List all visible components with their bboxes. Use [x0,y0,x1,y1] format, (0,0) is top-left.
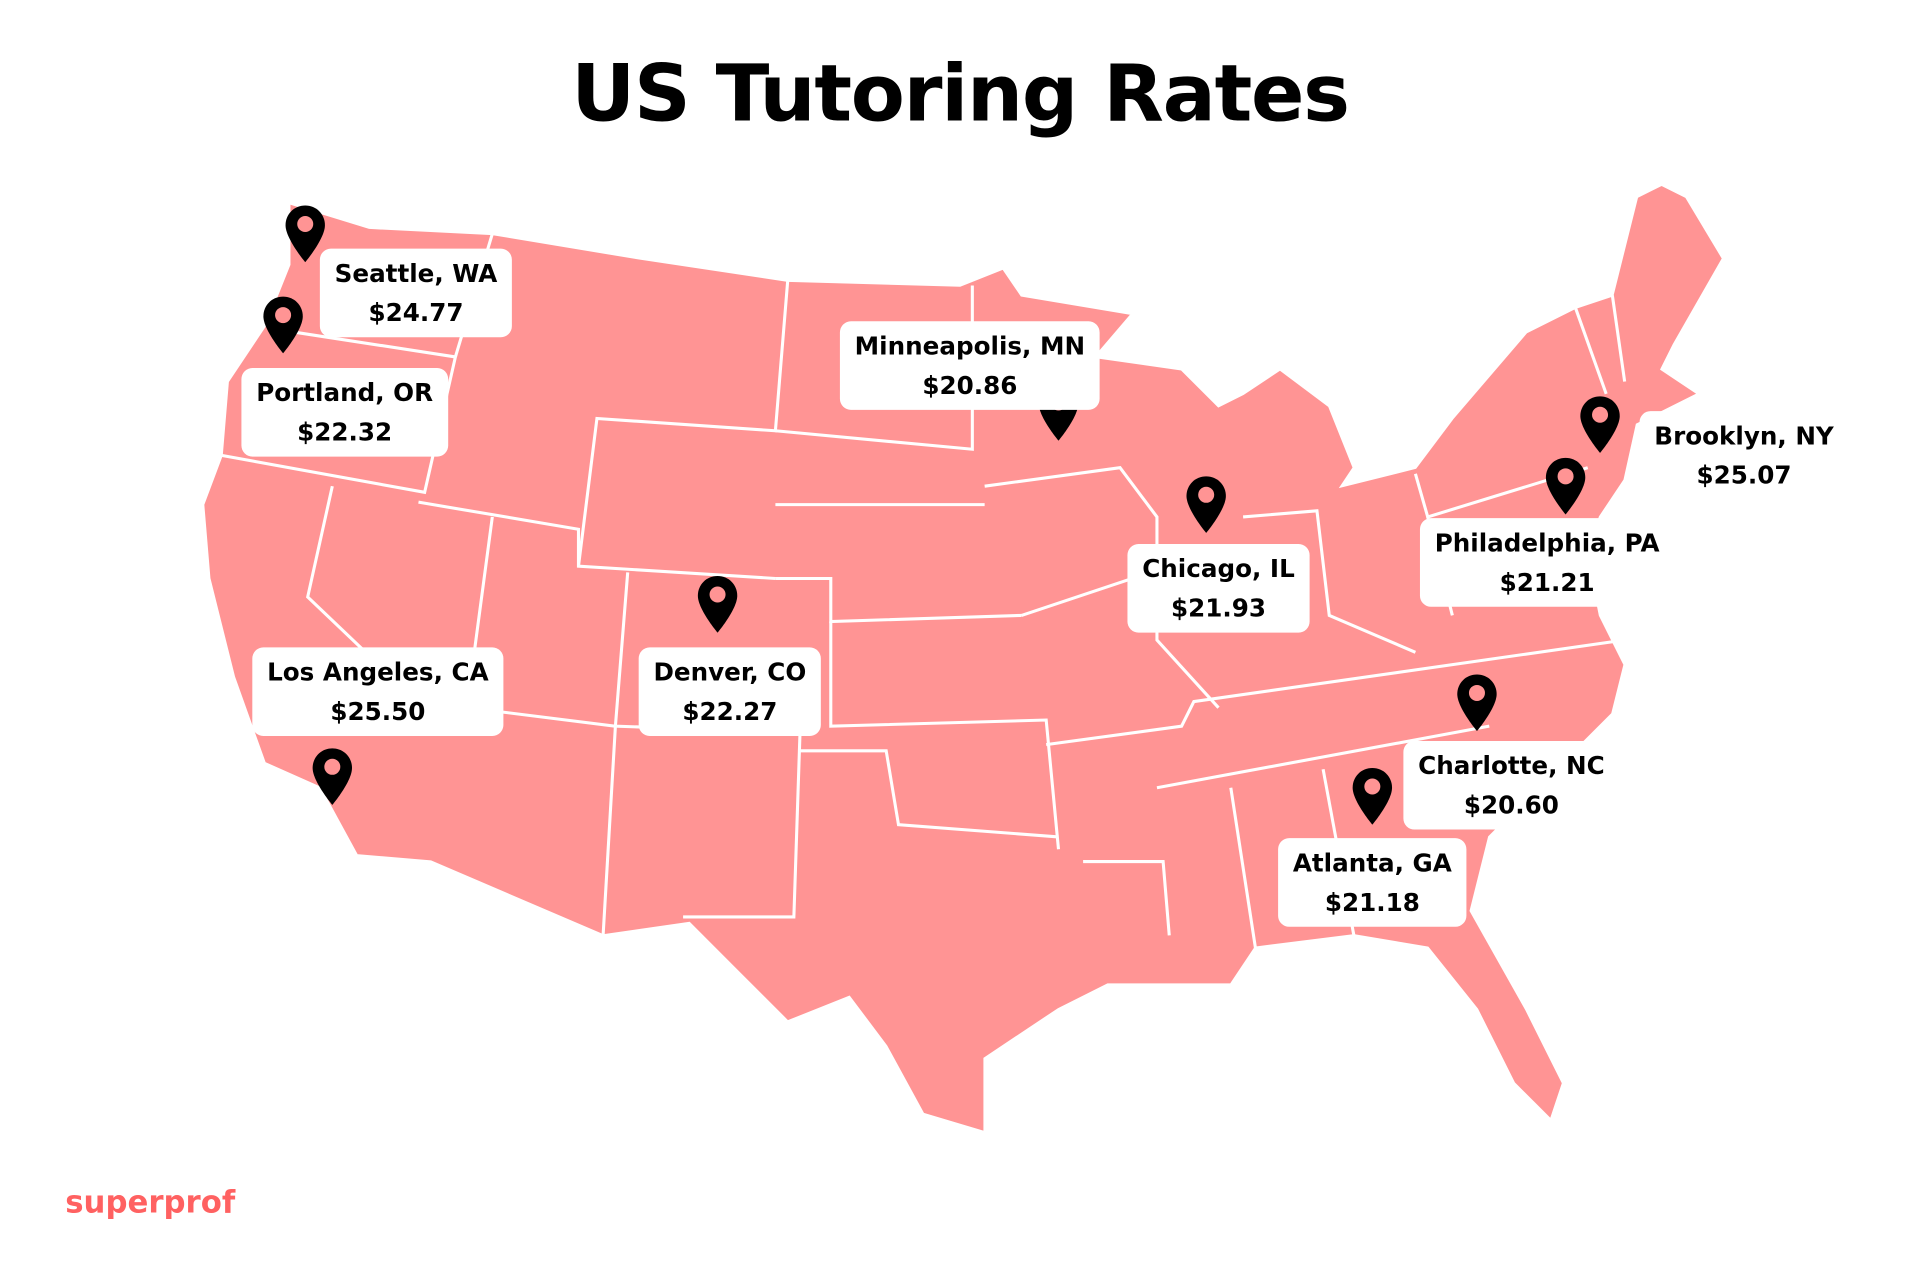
city-name: Denver, CO [653,657,807,687]
city-label: Portland, OR $22.32 [241,368,448,457]
city-label: Denver, CO $22.27 [638,647,822,737]
map-pin-icon[interactable] [1545,457,1586,515]
city-label: Minneapolis, MN $20.86 [839,321,1100,410]
city-rate: $21.21 [1499,567,1595,597]
map-pin-icon[interactable] [1186,476,1226,533]
city-rate: $22.27 [682,696,778,727]
city-label: Brooklyn, NY $25.07 [1639,411,1849,500]
map-pin-icon[interactable] [1352,768,1393,825]
map-pin-icon[interactable] [697,576,738,633]
map-pin-icon[interactable] [1580,396,1620,453]
map-pin-icon[interactable] [312,748,353,805]
map-title: US Tutoring Rates [571,49,1350,141]
city-label: Atlanta, GA $21.18 [1278,838,1467,927]
city-label: Charlotte, NC $20.60 [1403,740,1620,830]
city-name: Seattle, WA [334,258,498,289]
city-name: Charlotte, NC [1418,750,1605,781]
city-rate: $25.50 [330,696,426,727]
superprof-logo: superprof [65,1184,236,1220]
city-rate: $24.77 [368,297,464,328]
city-label: Chicago, IL $21.93 [1127,544,1310,633]
city-name: Philadelphia, PA [1434,528,1660,558]
city-rate: $22.32 [297,417,393,447]
city-rate: $20.60 [1463,790,1559,820]
city-rate: $20.86 [922,370,1018,401]
map-pin-icon[interactable] [285,205,325,263]
city-label: Los Angeles, CA $25.50 [252,647,504,737]
city-rate: $21.93 [1170,593,1266,623]
city-name: Chicago, IL [1142,553,1295,584]
city-name: Los Angeles, CA [267,657,489,687]
city-name: Brooklyn, NY [1654,420,1834,451]
pins-layer [263,205,1620,825]
city-name: Minneapolis, MN [854,331,1086,361]
city-name: Atlanta, GA [1292,848,1452,878]
city-label: Seattle, WA $24.77 [319,248,513,338]
city-rate: $25.07 [1696,460,1792,490]
map-pin-icon[interactable] [263,296,303,354]
city-rate: $21.18 [1324,887,1420,917]
city-label: Philadelphia, PA $21.21 [1419,518,1675,607]
map-pin-icon[interactable] [1457,674,1497,732]
city-name: Portland, OR [256,377,434,408]
